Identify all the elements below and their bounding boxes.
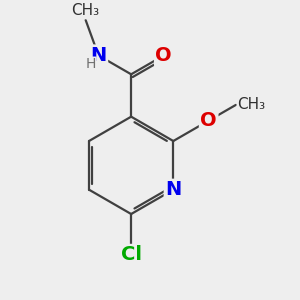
Text: O: O: [155, 46, 172, 65]
Text: CH₃: CH₃: [237, 98, 266, 112]
Text: H: H: [85, 57, 96, 71]
Text: Cl: Cl: [121, 245, 142, 264]
Text: N: N: [90, 46, 107, 65]
Text: CH₃: CH₃: [72, 4, 100, 19]
Text: N: N: [165, 180, 182, 199]
Text: O: O: [200, 111, 217, 130]
